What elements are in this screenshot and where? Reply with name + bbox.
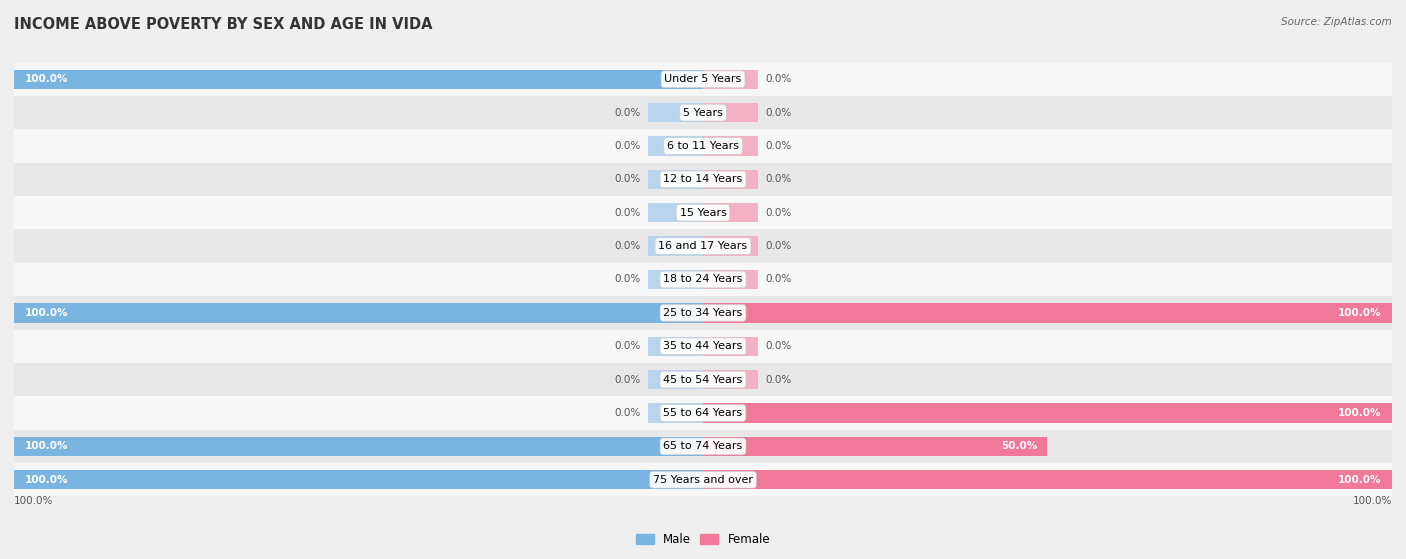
Bar — [648, 270, 703, 289]
Bar — [648, 370, 703, 389]
Bar — [648, 337, 703, 356]
Text: 0.0%: 0.0% — [614, 274, 641, 285]
Text: 0.0%: 0.0% — [765, 108, 792, 117]
Bar — [14, 430, 1392, 463]
Text: 0.0%: 0.0% — [765, 141, 792, 151]
Text: 100.0%: 100.0% — [14, 496, 53, 506]
Bar — [648, 203, 703, 222]
Bar — [14, 63, 1392, 96]
Text: 65 to 74 Years: 65 to 74 Years — [664, 442, 742, 451]
Text: 0.0%: 0.0% — [614, 141, 641, 151]
Bar — [648, 170, 703, 189]
Text: 0.0%: 0.0% — [614, 241, 641, 251]
Text: 45 to 54 Years: 45 to 54 Years — [664, 375, 742, 385]
Text: 15 Years: 15 Years — [679, 208, 727, 218]
Bar — [703, 170, 758, 189]
Text: 0.0%: 0.0% — [614, 408, 641, 418]
Text: 0.0%: 0.0% — [765, 208, 792, 218]
Text: 100.0%: 100.0% — [1339, 408, 1382, 418]
Text: 0.0%: 0.0% — [614, 174, 641, 184]
Text: Source: ZipAtlas.com: Source: ZipAtlas.com — [1281, 17, 1392, 27]
Bar — [14, 69, 703, 89]
Text: 6 to 11 Years: 6 to 11 Years — [666, 141, 740, 151]
Text: 0.0%: 0.0% — [765, 174, 792, 184]
Bar — [14, 396, 1392, 430]
Text: 0.0%: 0.0% — [765, 274, 792, 285]
Text: 100.0%: 100.0% — [24, 308, 67, 318]
Text: 100.0%: 100.0% — [1339, 308, 1382, 318]
Bar — [648, 403, 703, 423]
Text: 0.0%: 0.0% — [765, 241, 792, 251]
Text: Under 5 Years: Under 5 Years — [665, 74, 741, 84]
Bar — [14, 229, 1392, 263]
Bar — [703, 337, 758, 356]
Bar — [703, 303, 1392, 323]
Bar — [14, 263, 1392, 296]
Bar — [703, 403, 1392, 423]
Bar — [703, 437, 1047, 456]
Bar — [14, 96, 1392, 129]
Text: 16 and 17 Years: 16 and 17 Years — [658, 241, 748, 251]
Text: 0.0%: 0.0% — [765, 74, 792, 84]
Bar — [14, 437, 703, 456]
Bar — [648, 236, 703, 256]
Text: 0.0%: 0.0% — [614, 208, 641, 218]
Text: 100.0%: 100.0% — [24, 475, 67, 485]
Bar — [703, 203, 758, 222]
Bar — [14, 196, 1392, 229]
Bar — [648, 103, 703, 122]
Text: 0.0%: 0.0% — [614, 108, 641, 117]
Text: INCOME ABOVE POVERTY BY SEX AND AGE IN VIDA: INCOME ABOVE POVERTY BY SEX AND AGE IN V… — [14, 17, 433, 32]
Text: 0.0%: 0.0% — [765, 341, 792, 351]
Bar — [703, 470, 1392, 490]
Text: 55 to 64 Years: 55 to 64 Years — [664, 408, 742, 418]
Bar — [14, 463, 1392, 496]
Text: 25 to 34 Years: 25 to 34 Years — [664, 308, 742, 318]
Bar — [14, 163, 1392, 196]
Text: 100.0%: 100.0% — [24, 442, 67, 451]
Text: 100.0%: 100.0% — [1339, 475, 1382, 485]
Bar — [648, 136, 703, 156]
Text: 35 to 44 Years: 35 to 44 Years — [664, 341, 742, 351]
Text: 0.0%: 0.0% — [765, 375, 792, 385]
Text: 0.0%: 0.0% — [614, 375, 641, 385]
Bar — [703, 236, 758, 256]
Text: 12 to 14 Years: 12 to 14 Years — [664, 174, 742, 184]
Bar — [703, 370, 758, 389]
Bar — [703, 270, 758, 289]
Bar — [14, 129, 1392, 163]
Bar — [14, 363, 1392, 396]
Bar — [703, 103, 758, 122]
Text: 18 to 24 Years: 18 to 24 Years — [664, 274, 742, 285]
Bar — [14, 470, 703, 490]
Legend: Male, Female: Male, Female — [631, 528, 775, 551]
Text: 0.0%: 0.0% — [614, 341, 641, 351]
Bar — [703, 136, 758, 156]
Bar — [14, 303, 703, 323]
Bar — [703, 69, 758, 89]
Text: 5 Years: 5 Years — [683, 108, 723, 117]
Bar — [14, 296, 1392, 330]
Text: 100.0%: 100.0% — [24, 74, 67, 84]
Text: 75 Years and over: 75 Years and over — [652, 475, 754, 485]
Text: 100.0%: 100.0% — [1353, 496, 1392, 506]
Text: 50.0%: 50.0% — [1001, 442, 1038, 451]
Bar — [14, 330, 1392, 363]
